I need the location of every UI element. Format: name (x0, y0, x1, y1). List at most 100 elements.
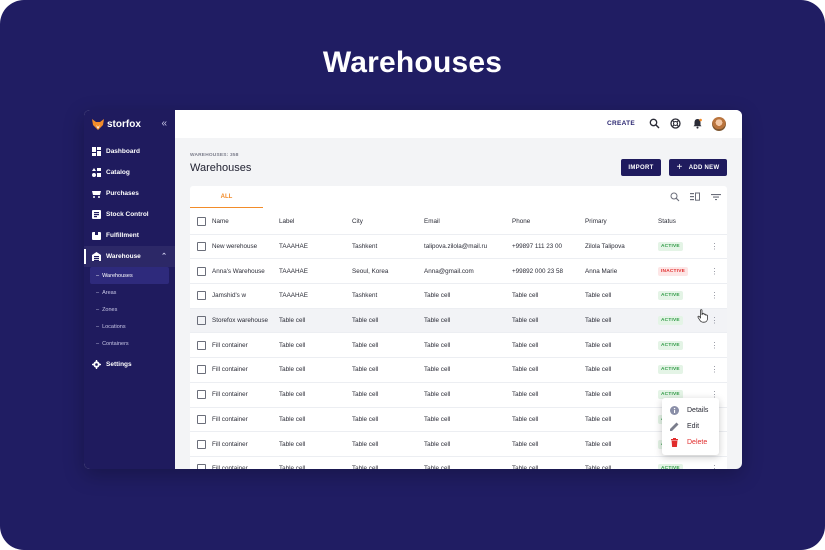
table-row[interactable]: Fill container Table cell Table cell Table … (190, 456, 727, 469)
sidebar-subitem-locations[interactable]: Locations (84, 318, 175, 335)
menu-item-delete[interactable]: Delete (662, 434, 719, 450)
sidebar-item-label: Purchases (106, 190, 139, 197)
cell-status: ACTIVE (658, 357, 702, 383)
create-button[interactable]: CREATE (606, 120, 635, 127)
search-icon[interactable] (670, 192, 680, 202)
table-row[interactable]: Fill container Table cell Table cell Table … (190, 357, 727, 383)
brand-logo[interactable]: storfox (92, 119, 141, 130)
table-cell: Tashkent (352, 234, 424, 260)
table-row[interactable]: Fill container Table cell Table cell Table … (190, 382, 727, 408)
table-cell: Tashkent (352, 283, 424, 309)
row-actions-kebab-icon[interactable]: ⋮ (702, 283, 727, 309)
menu-item-edit[interactable]: Edit (662, 418, 719, 434)
table-cell: Table cell (424, 332, 512, 359)
column-name[interactable]: Name (190, 210, 279, 235)
cell-text: Fill container (212, 440, 248, 448)
cell-name: Fill container (190, 332, 279, 359)
cell-name: Fill container (190, 431, 279, 457)
sidebar-item-catalog[interactable]: Catalog (84, 162, 175, 183)
tab-all[interactable]: ALL (190, 186, 263, 208)
row-checkbox[interactable] (197, 390, 206, 400)
avatar[interactable] (712, 117, 726, 131)
column-city[interactable]: City (352, 210, 424, 235)
row-checkbox[interactable] (197, 464, 206, 469)
add-new-label: ADD NEW (688, 164, 720, 171)
sidebar-item-stock-control[interactable]: Stock Control (84, 204, 175, 225)
import-button[interactable]: IMPORT (621, 159, 661, 176)
cell-text: Fill container (212, 391, 248, 399)
table-row[interactable]: New werehouse TAAAHAE Tashkent talipova.zil… (190, 234, 727, 260)
row-checkbox[interactable] (197, 414, 206, 424)
table-cell: Table cell (512, 382, 585, 408)
column-label: Name (212, 218, 229, 226)
table-row[interactable]: Storefox warehouse Table cell Table cell Ta… (190, 308, 727, 334)
row-checkbox[interactable] (197, 340, 206, 350)
sidebar-item-settings[interactable]: Settings (84, 354, 175, 375)
warehouses-card: ALL Name Label City Email (190, 186, 727, 469)
bell-icon[interactable] (692, 118, 703, 129)
sidebar-item-label: Dashboard (106, 148, 140, 155)
menu-item-label: Details (687, 406, 709, 414)
column-primary[interactable]: Primary (585, 210, 658, 235)
table-row[interactable]: Fill container Table cell Table cell Table … (190, 407, 727, 433)
search-icon[interactable] (649, 118, 660, 129)
table-row[interactable]: Jamshid's w TAAAHAE Tashkent Table cell Tabl… (190, 283, 727, 309)
row-actions-kebab-icon[interactable]: ⋮ (702, 258, 727, 285)
columns-icon[interactable] (690, 192, 700, 202)
sidebar-item-fulfillment[interactable]: Fulfillment (84, 225, 175, 246)
row-actions-kebab-icon[interactable]: ⋮ (702, 332, 727, 359)
row-checkbox[interactable] (197, 439, 206, 449)
chevron-up-icon[interactable]: ⌃ (161, 253, 167, 260)
collapse-sidebar-icon[interactable]: « (161, 118, 167, 129)
cell-text: Storefox warehouse (212, 317, 269, 325)
table-header-row: Name Label City Email Phone Primary Stat… (190, 210, 727, 235)
help-lifebuoy-icon[interactable] (670, 118, 681, 129)
cell-name: Fill container (190, 456, 279, 469)
row-checkbox[interactable] (197, 242, 206, 252)
row-checkbox[interactable] (197, 291, 206, 301)
select-all-checkbox[interactable] (197, 217, 206, 227)
table-cell: +99897 111 23 00 (512, 234, 585, 260)
stock-icon (92, 210, 101, 219)
sidebar-subitem-zones[interactable]: Zones (84, 301, 175, 318)
table-cell: Table cell (585, 332, 658, 359)
sidebar-item-warehouse[interactable]: Warehouse ⌃ (84, 246, 175, 267)
table-row[interactable]: Fill container Table cell Table cell Table … (190, 431, 727, 457)
table-cell: Table cell (279, 407, 352, 433)
table-cell: Table cell (512, 431, 585, 457)
fulfillment-icon (92, 232, 101, 240)
table-cell: Table cell (279, 382, 352, 408)
status-badge: ACTIVE (658, 390, 683, 400)
filter-icon[interactable] (711, 192, 721, 202)
row-checkbox[interactable] (197, 365, 206, 375)
main-content: WAREHOUSES: 358 Warehouses IMPORT + ADD N… (175, 138, 742, 469)
cell-name: Anna's Warehouse (190, 258, 279, 285)
cell-status: ACTIVE (658, 456, 702, 469)
sidebar-subitem-warehouses[interactable]: Warehouses (90, 267, 169, 284)
sidebar-subitem-containers[interactable]: Containers (84, 335, 175, 352)
row-actions-kebab-icon[interactable]: ⋮ (702, 234, 727, 260)
add-new-button[interactable]: + ADD NEW (669, 159, 727, 176)
gear-icon (92, 360, 101, 369)
column-email[interactable]: Email (424, 210, 512, 235)
row-checkbox[interactable] (197, 316, 206, 326)
table-cell: Table cell (424, 456, 512, 469)
row-context-menu: Details Edit Delete (662, 398, 719, 455)
row-actions-kebab-icon[interactable]: ⋮ (702, 456, 727, 469)
sidebar-item-purchases[interactable]: Purchases (84, 183, 175, 204)
cell-text: Fill container (212, 366, 248, 374)
table-cell: Table cell (279, 456, 352, 469)
row-actions-kebab-icon[interactable]: ⋮ (702, 357, 727, 383)
menu-item-details[interactable]: Details (662, 402, 719, 418)
table-row[interactable]: Fill container Table cell Table cell Table … (190, 332, 727, 359)
row-checkbox[interactable] (197, 266, 206, 276)
cell-text: Fill container (212, 465, 248, 469)
sidebar-subitem-areas[interactable]: Areas (84, 284, 175, 301)
purchases-icon (92, 191, 101, 198)
column-label-header[interactable]: Label (279, 210, 352, 235)
warehouse-icon (92, 252, 101, 261)
sidebar-item-dashboard[interactable]: Dashboard (84, 141, 175, 162)
column-phone[interactable]: Phone (512, 210, 585, 235)
table-row[interactable]: Anna's Warehouse TAAAHAE Seoul, Korea Anna@… (190, 258, 727, 285)
column-status[interactable]: Status (658, 210, 702, 235)
